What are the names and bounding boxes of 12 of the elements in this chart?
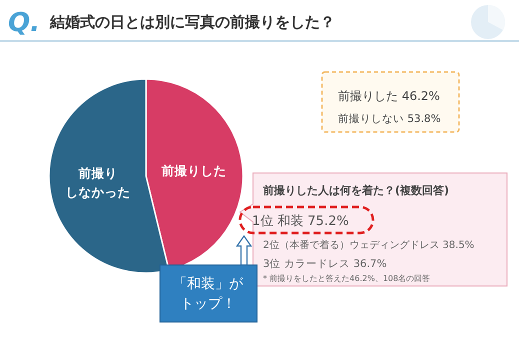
text: 前撮りした 46.2% xyxy=(338,89,440,103)
text: 前撮りした人は何を着た？(複数回答) xyxy=(262,184,450,197)
slice-label: 前撮りしなかった xyxy=(65,165,130,200)
chart-title: 結婚式の日とは別に写真の前撮りをした？ xyxy=(49,13,335,31)
text: Q. xyxy=(8,8,40,38)
text: 1位 和装 75.2% xyxy=(252,214,349,229)
text: 「和装」がトップ！ xyxy=(173,276,244,312)
text: * 前撮りをしたと答えた46.2%、108名の回答 xyxy=(263,274,430,283)
text: 2位（本番で着る）ウェディングドレス 38.5% xyxy=(263,239,474,251)
text: 3位 カラードレス 36.7% xyxy=(263,258,387,270)
text: 前撮りしない 53.8% xyxy=(338,113,441,125)
slice-label: 前撮りした xyxy=(160,163,227,178)
